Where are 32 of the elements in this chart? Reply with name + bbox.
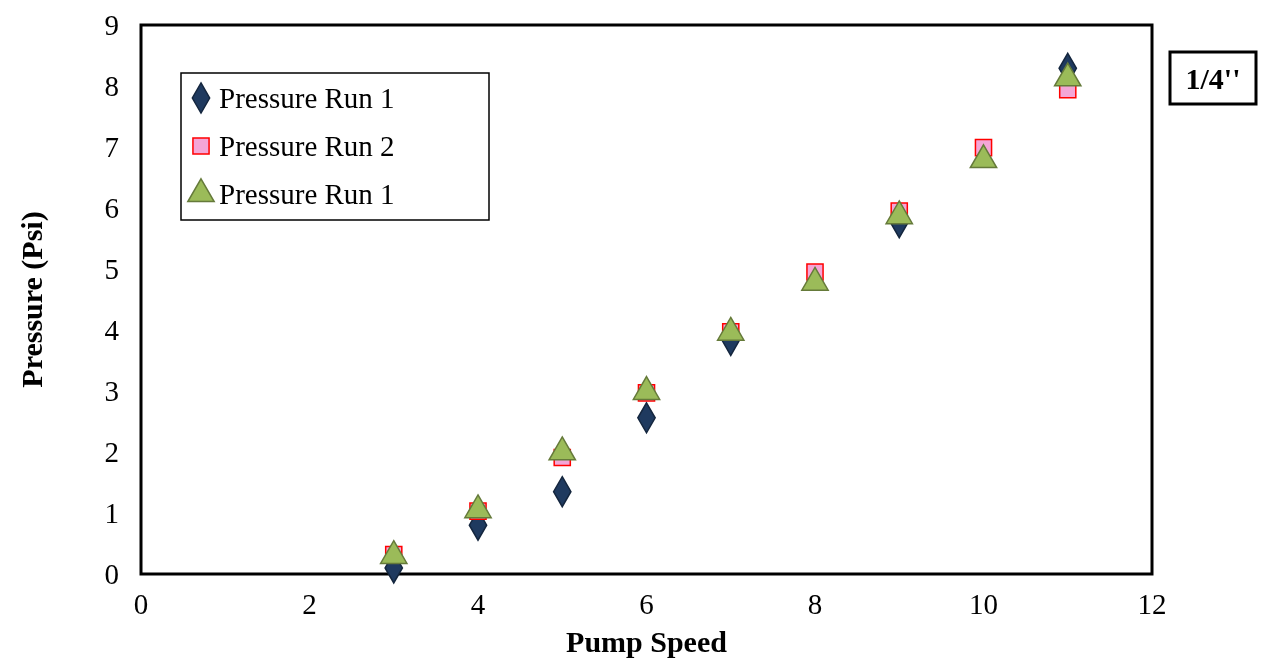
point — [1053, 62, 1082, 87]
point — [548, 436, 577, 461]
x-tick-label: 0 — [133, 588, 149, 620]
x-tick-label: 8 — [807, 588, 823, 620]
legend-label: Pressure Run 2 — [219, 130, 395, 163]
y-tick-label: 6 — [104, 192, 119, 225]
y-tick-label: 7 — [104, 131, 119, 164]
point — [716, 316, 745, 341]
y-axis-title: Pressure (Psi) — [15, 211, 49, 388]
x-tick-label: 12 — [1137, 588, 1167, 620]
x-tick-label: 10 — [969, 588, 998, 620]
y-tick-label: 0 — [104, 558, 119, 591]
y-tick-label: 1 — [104, 497, 119, 530]
point — [969, 144, 998, 169]
x-axis-title: Pump Speed — [566, 625, 728, 658]
y-tick-label: 2 — [104, 436, 119, 469]
point — [464, 494, 492, 519]
y-tick-label: 4 — [104, 314, 120, 347]
y-tick-label: 8 — [104, 70, 119, 103]
legend-label: Pressure Run 1 — [219, 178, 395, 211]
point — [632, 375, 661, 401]
y-tick-label: 3 — [104, 375, 119, 408]
y-tick-label: 5 — [104, 253, 119, 286]
legend-label: Pressure Run 1 — [219, 82, 395, 115]
point — [379, 539, 408, 565]
y-tick-label: 9 — [104, 9, 119, 42]
text: 1/4'' — [1185, 61, 1241, 95]
x-tick-label: 2 — [302, 588, 317, 620]
x-tick-label: 4 — [470, 588, 486, 620]
point — [801, 266, 829, 291]
point — [885, 200, 914, 225]
x-tick-label: 6 — [639, 588, 654, 620]
